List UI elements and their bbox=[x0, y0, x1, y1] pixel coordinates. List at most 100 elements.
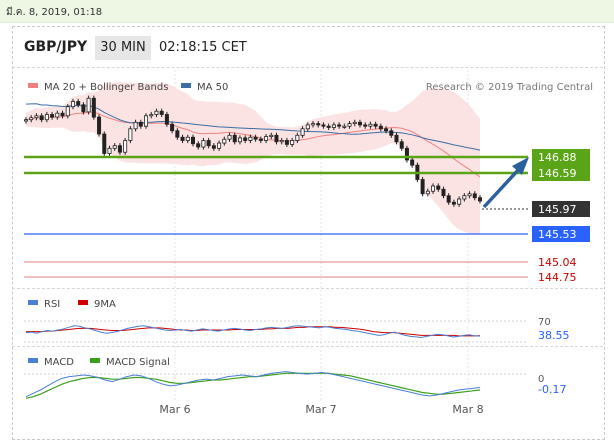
candle-body bbox=[436, 185, 441, 190]
candle-body bbox=[290, 140, 295, 145]
candle-body bbox=[34, 115, 39, 119]
candle-body bbox=[50, 114, 55, 118]
candle-body bbox=[378, 125, 383, 130]
time-label: 02:18:15 CET bbox=[159, 40, 247, 55]
candle-body bbox=[86, 97, 91, 113]
candle-body bbox=[373, 123, 378, 127]
level-text-145-53: 145.53 bbox=[538, 228, 577, 241]
candle-body bbox=[222, 138, 227, 144]
candle-body bbox=[384, 128, 389, 132]
candle-body bbox=[295, 134, 300, 141]
candle-body bbox=[65, 106, 70, 117]
candle-body bbox=[164, 114, 169, 125]
candle-body bbox=[170, 123, 175, 132]
rsi-legend-label: RSI bbox=[44, 299, 60, 310]
level-text-current: 145.97 bbox=[538, 203, 577, 216]
ma50-line bbox=[25, 103, 481, 151]
candle-body bbox=[352, 121, 357, 125]
candle-body bbox=[211, 145, 216, 149]
candle-body bbox=[128, 128, 133, 141]
candle-body bbox=[477, 197, 482, 202]
candle-body bbox=[102, 133, 107, 154]
candle-body bbox=[316, 123, 321, 126]
candle-body bbox=[185, 136, 190, 141]
candle-body bbox=[331, 124, 336, 128]
rsi-ma-line bbox=[26, 326, 481, 337]
macd-signal-legend-swatch bbox=[90, 358, 100, 363]
rsi-legend-swatch bbox=[28, 300, 38, 305]
level-text-146-88: 146.88 bbox=[538, 151, 577, 164]
candle-body bbox=[60, 112, 65, 117]
candle-body bbox=[91, 97, 96, 118]
candle-body bbox=[269, 134, 274, 138]
level-text-145-04: 145.04 bbox=[538, 256, 577, 269]
candle-body bbox=[363, 124, 368, 127]
candle-body bbox=[138, 121, 143, 127]
candle-body bbox=[206, 140, 211, 147]
candle-body bbox=[123, 140, 128, 153]
ma50-legend-swatch bbox=[181, 83, 191, 88]
candle-body bbox=[81, 104, 86, 113]
macd-legend-swatch bbox=[28, 358, 38, 363]
macd-line bbox=[25, 371, 481, 398]
date-text: มี.ค. 8, 2019, 01:18 bbox=[6, 7, 103, 18]
candle-body bbox=[425, 190, 430, 195]
rsi-divider bbox=[12, 288, 603, 289]
candle-body bbox=[337, 124, 342, 127]
candle-body bbox=[196, 143, 201, 148]
candle-body bbox=[201, 140, 206, 148]
candle-body bbox=[76, 101, 81, 106]
ma50-legend-label: MA 50 bbox=[197, 82, 228, 93]
candle-body bbox=[462, 195, 467, 200]
candle-body bbox=[284, 140, 289, 145]
credit-label: Research © 2019 Trading Central bbox=[426, 82, 593, 93]
rsi-line bbox=[25, 325, 481, 338]
candle-body bbox=[326, 125, 331, 128]
candle-body bbox=[253, 136, 258, 140]
date-bar: มี.ค. 8, 2019, 01:18 bbox=[0, 0, 614, 23]
candle-body bbox=[55, 112, 60, 118]
candle-body bbox=[441, 188, 446, 197]
candle-body bbox=[133, 121, 138, 130]
candle-body bbox=[347, 123, 352, 127]
x-tick-mar6: Mar 6 bbox=[159, 403, 190, 416]
candle-body bbox=[23, 119, 28, 122]
candle-body bbox=[144, 115, 149, 127]
candle-body bbox=[190, 136, 195, 145]
candle-body bbox=[112, 145, 117, 149]
rsi-tick-70: 70 bbox=[538, 317, 551, 328]
candle-body bbox=[446, 195, 451, 203]
macd-divider bbox=[12, 346, 603, 347]
x-tick-mar7: Mar 7 bbox=[305, 403, 336, 416]
candle-body bbox=[258, 138, 263, 141]
candle-body bbox=[357, 121, 362, 126]
candle-body bbox=[300, 128, 305, 136]
candle-body bbox=[457, 198, 462, 205]
level-text-146-59: 146.59 bbox=[538, 167, 577, 180]
timeframe-button[interactable]: 30 MIN bbox=[95, 36, 151, 60]
candle-body bbox=[159, 110, 164, 115]
candle-body bbox=[232, 134, 237, 143]
candle-body bbox=[180, 136, 185, 141]
candle-body bbox=[342, 125, 347, 128]
candle-body bbox=[44, 114, 49, 121]
ma20-line bbox=[25, 111, 481, 178]
level-tag-146-59 bbox=[532, 165, 590, 181]
candle-body bbox=[431, 185, 436, 192]
candle-body bbox=[70, 101, 75, 108]
macd-current-value: -0.17 bbox=[538, 383, 566, 396]
candle-body bbox=[305, 124, 310, 130]
candle-body bbox=[175, 130, 180, 138]
candle-body bbox=[264, 136, 269, 141]
candle-body bbox=[117, 145, 122, 153]
ma20-legend-swatch bbox=[28, 83, 38, 88]
rsi-ma-legend-swatch bbox=[78, 300, 88, 305]
candle-body bbox=[279, 140, 284, 143]
level-tag-145-53 bbox=[532, 226, 590, 242]
candle-body bbox=[39, 115, 44, 121]
candle-body bbox=[472, 193, 477, 199]
candle-body bbox=[154, 110, 159, 115]
candle-body bbox=[451, 201, 456, 205]
candle-body bbox=[149, 114, 154, 117]
